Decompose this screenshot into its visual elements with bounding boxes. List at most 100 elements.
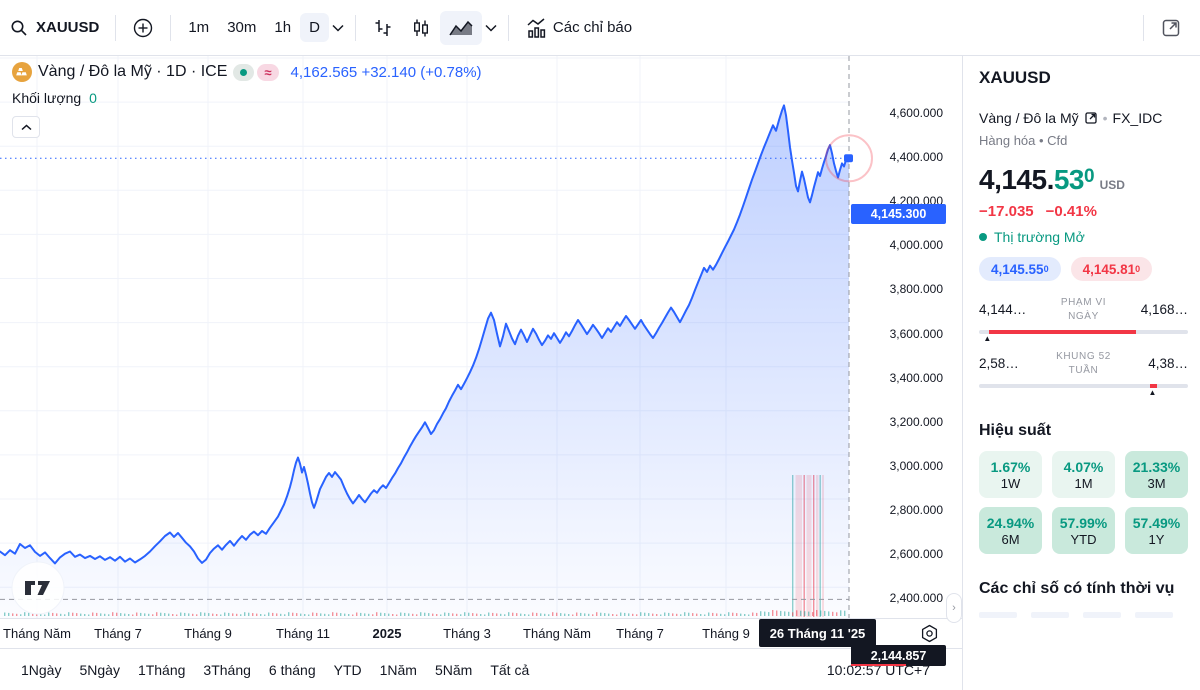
legend-values: 4,162.565 +32.140 (+0.78%) [291, 64, 482, 81]
price-chart-canvas[interactable] [0, 56, 962, 618]
indicators-button[interactable]: Các chỉ báo [517, 11, 640, 45]
open-external-icon[interactable] [1152, 11, 1190, 45]
low-price-label: 2,144.857 [870, 648, 927, 663]
price-tick-3000: 3,000.000 [886, 458, 943, 473]
crosshair-date-tooltip: 26 Tháng 11 '25 [759, 619, 876, 647]
range-button-1Ngày[interactable]: 1Ngày [12, 657, 70, 683]
area-style-icon-selected[interactable] [439, 10, 482, 45]
time-axis-settings-icon[interactable] [919, 623, 940, 644]
legend-symbol-title[interactable]: Vàng / Đô la Mỹ · 1D · ICE [38, 63, 228, 80]
toolbar-divider [507, 14, 509, 41]
price-tick-3400: 3,400.000 [886, 370, 943, 385]
time-tick-Tháng-7: Tháng 7 [616, 626, 664, 641]
range-button-5Năm[interactable]: 5Năm [426, 657, 481, 683]
ask-price-pill[interactable]: 4,145.81 0 [1070, 257, 1153, 281]
price-superscript: 0 [1084, 166, 1095, 187]
price-tick-2600: 2,600.000 [886, 547, 943, 561]
time-tick-Tháng-9: Tháng 9 [702, 626, 750, 641]
interval-button-D[interactable]: D [300, 13, 329, 42]
day-range-high: 4,168… [1140, 302, 1188, 317]
price-tick-4000: 4,000.000 [886, 238, 943, 253]
interval-group: 1m 30m 1h D [179, 13, 329, 42]
range-button-YTD[interactable]: YTD [325, 657, 371, 683]
time-tick-Tháng-Năm: Tháng Năm [3, 626, 71, 641]
toolbar-divider [170, 14, 172, 41]
legend-collapse-button[interactable] [12, 116, 40, 138]
range-button-Tất-cả[interactable]: Tất cả [481, 657, 538, 683]
top-toolbar: XAUUSD 1m 30m 1h D [0, 0, 1200, 56]
time-tick-Tháng-3: Tháng 3 [443, 626, 491, 641]
interval-chevron-down-icon[interactable] [329, 18, 347, 38]
interval-button-30m[interactable]: 30m [218, 13, 265, 42]
week52-range-marker: ▲ [1148, 388, 1157, 397]
bars-style-icon[interactable] [364, 11, 402, 45]
external-link-icon[interactable] [1084, 111, 1098, 125]
day-range-marker: ▲ [983, 334, 992, 343]
sidebar-symbol-name[interactable]: Vàng / Đô la Mỹ [979, 110, 1079, 126]
perf-cell-1M: 4.07% 1M [1052, 451, 1115, 498]
day-range-label: PHẠM VI NGÀY [1060, 297, 1107, 322]
range-button-5Ngày[interactable]: 5Ngày [70, 657, 128, 683]
performance-title: Hiệu suất [979, 422, 1052, 439]
sidebar-market-type: Hàng hóa • Cfd [979, 133, 1068, 148]
bid-price-pill[interactable]: 4,145.55 0 [979, 257, 1061, 281]
toolbar-divider [354, 14, 356, 41]
time-tick-Tháng-7: Tháng 7 [94, 626, 142, 641]
range-button-1Tháng[interactable]: 1Tháng [129, 657, 194, 683]
market-open-dot-icon [979, 233, 987, 241]
candles-style-icon[interactable] [402, 11, 440, 45]
volume-label: Khối lượng [12, 90, 82, 106]
perf-cell-3M: 21.33% 3M [1125, 451, 1188, 498]
sidebar-collapse-handle[interactable]: › [946, 593, 962, 623]
chart-footer: 1Ngày 5Ngày 1Tháng 3Tháng 6 tháng YTD 1Năm 5Năm… [0, 648, 962, 690]
range-button-1Năm[interactable]: 1Năm [371, 657, 426, 683]
seasonal-placeholder [979, 612, 1188, 618]
seasonal-title: Các chỉ số có tính thời vụ [979, 580, 1175, 597]
bullet-separator: • [1102, 110, 1108, 126]
sidebar-exchange[interactable]: FX_IDC [1112, 110, 1163, 126]
time-tick-2025: 2025 [372, 626, 402, 641]
time-tick-Tháng-9: Tháng 9 [184, 626, 232, 641]
performance-grid: 1.67% 1W 4.07% 1M 21.33% 3M 24.94% 6M 57.99% YTD 5… [979, 451, 1188, 554]
day-range-bar [979, 330, 1188, 334]
market-status-label: Thị trường Mở [994, 229, 1085, 245]
market-open-dot-pill[interactable] [233, 63, 255, 81]
interval-button-1m[interactable]: 1m [179, 13, 218, 42]
delayed-data-pill[interactable]: ≈ [257, 63, 279, 81]
day-range-low: 4,144… [979, 302, 1027, 317]
day-range-block: 4,144… PHẠM VI NGÀY 4,168… ▲ [979, 296, 1188, 344]
price-tick-4400: 4,400.000 [886, 150, 943, 165]
legend-change: +32.140 (+0.78%) [361, 63, 482, 81]
week52-range-block: 2,58… KHUNG 52 TUẦN 4,38… ▲ [979, 350, 1188, 398]
style-chevron-down-icon[interactable] [482, 18, 500, 38]
tradingview-watermark [11, 561, 65, 615]
week52-range-bar [979, 384, 1188, 388]
time-axis[interactable]: Tháng Năm Tháng 7 Tháng 9 Tháng 11 2025 Tháng… [0, 618, 962, 648]
range-button-3Tháng[interactable]: 3Tháng [194, 657, 259, 683]
indicators-label: Các chỉ báo [552, 19, 633, 36]
price-tick-3600: 3,600.000 [886, 326, 943, 341]
time-tick-Tháng-11: Tháng 11 [276, 626, 330, 641]
legend-price: 4,162.565 [290, 63, 358, 81]
search-icon[interactable] [10, 19, 28, 37]
symbol-button[interactable]: XAUUSD [28, 13, 107, 42]
indicators-icon [525, 17, 549, 39]
gold-symbol-icon [12, 62, 32, 82]
week52-high: 4,38… [1148, 356, 1188, 371]
compare-add-icon[interactable] [124, 11, 162, 45]
week52-label: KHUNG 52 TUẦN [1056, 351, 1111, 376]
low-badge-red-underline [851, 664, 907, 667]
interval-button-1h[interactable]: 1h [265, 13, 300, 42]
price-currency: USD [1099, 178, 1125, 192]
price-integer-part: 4,145. [979, 164, 1054, 195]
current-price-badge: 4,145.300 [851, 204, 946, 225]
range-button-6-tháng[interactable]: 6 tháng [260, 657, 325, 683]
sidebar-last-price: 4,145. 53 0 USD [979, 164, 1188, 196]
price-tick-3200: 3,200.000 [886, 414, 943, 429]
range-button-group: 1Ngày 5Ngày 1Tháng 3Tháng 6 tháng YTD 1Năm 5Năm… [12, 657, 538, 683]
price-decimal-part: 53 [1053, 164, 1085, 195]
toolbar-divider [115, 14, 117, 41]
price-tick-2400: 2,400.000 [886, 591, 943, 606]
change-absolute: −17.035 [979, 203, 1034, 220]
